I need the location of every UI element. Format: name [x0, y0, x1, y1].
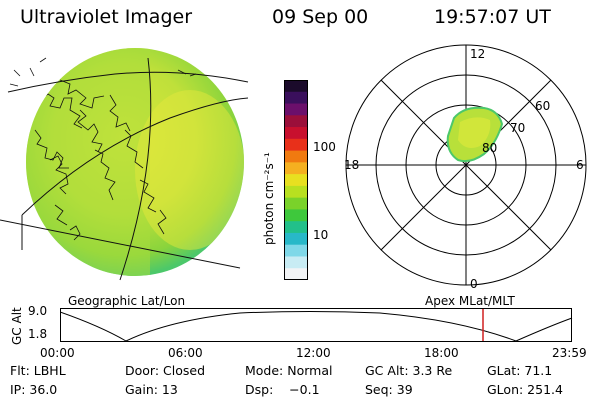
colorbar-stripe: [284, 80, 308, 93]
altitude-curve: [60, 311, 573, 342]
info-dsp: Dsp: −0.1: [245, 382, 320, 397]
colorbar-stripe: [284, 91, 308, 105]
colorbar-stripe: [284, 138, 308, 152]
mlt-label-18: 18: [344, 158, 359, 172]
instrument-title: Ultraviolet Imager: [20, 6, 193, 28]
info-mode: Mode: Normal: [245, 363, 333, 378]
timeline-ytick-1.8: 1.8: [28, 327, 48, 341]
colorbar-stripe: [284, 197, 308, 210]
colorbar-stripe: [284, 150, 308, 163]
info-door: Door: Closed: [125, 363, 206, 378]
info-gain: Gain: 13: [125, 382, 178, 397]
colorbar-stripe: [284, 174, 308, 187]
geographic-panel-label: Geographic Lat/Lon: [68, 294, 186, 308]
colorbar-stripe: [284, 127, 308, 140]
polar-panel-label: Apex MLat/MLT: [425, 294, 515, 308]
info-geographic-lat: GLat: 71.1: [487, 363, 553, 378]
observation-time: 19:57:07 UT: [434, 6, 551, 28]
lat-lon-grid: [0, 57, 249, 281]
mlt-label-0: 0: [470, 277, 478, 290]
mlt-label-6: 6: [576, 158, 584, 172]
colorbar-border: [284, 80, 308, 280]
colorbar-stripe: [284, 103, 308, 116]
timeline-xtick-0000: 00:00: [40, 346, 75, 360]
lat-label-70: 70: [510, 121, 525, 135]
colorbar-stripe: [284, 115, 308, 128]
colorbar-unit-label: photon cm⁻²s⁻¹: [262, 152, 276, 245]
timeline-axis-label: GC Alt: [10, 307, 24, 345]
info-filter: Flt: LBHL: [10, 363, 66, 378]
info-gc-altitude: GC Alt: 3.3 Re: [365, 363, 453, 378]
mlt-label-12: 12: [470, 47, 485, 61]
colorbar-stripe: [284, 232, 308, 246]
info-ip: IP: 36.0: [10, 382, 58, 397]
colorbar-stripe: [284, 185, 308, 199]
colorbar: [284, 80, 308, 280]
colorbar-tick-10: 10: [313, 228, 329, 242]
colorbar-stripe: [284, 209, 308, 222]
colorbar-tick-100: 100: [313, 140, 336, 154]
observation-date: 09 Sep 00: [272, 6, 369, 28]
polar-plot: 12 18 6 0 60 70 80: [344, 44, 587, 290]
colorbar-stripe: [284, 256, 308, 269]
timeline-xtick-1800: 18:00: [424, 346, 459, 360]
colorbar-stripe: [284, 244, 308, 257]
info-geographic-lon: GLon: 251.4: [487, 382, 563, 397]
colorbar-stripe: [284, 221, 308, 234]
lat-label-60: 60: [535, 99, 550, 113]
earth-disk: [26, 48, 244, 276]
timeline-ytick-9: 9.0: [28, 304, 48, 318]
geographic-image: [0, 48, 249, 281]
timeline-xtick-1200: 12:00: [296, 346, 331, 360]
lat-label-80: 80: [482, 141, 497, 155]
info-sequence: Seq: 39: [365, 382, 413, 397]
coastlines: [34, 79, 167, 241]
timeline-xtick-0600: 06:00: [168, 346, 203, 360]
colorbar-stripe: [284, 268, 308, 280]
colorbar-stripe: [284, 162, 308, 175]
altitude-timeline: [60, 308, 573, 342]
stray-coastline-marks: [9, 57, 197, 87]
timeline-xtick-2359: 23:59: [552, 346, 587, 360]
